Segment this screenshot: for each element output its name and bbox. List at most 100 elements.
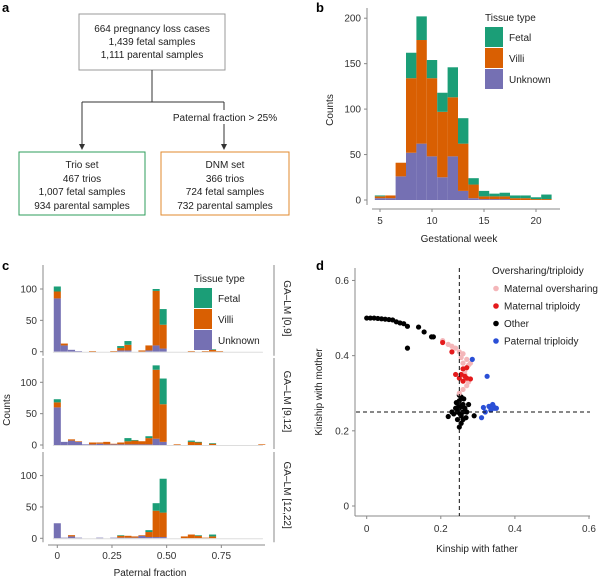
- bar-unknown-week-9: [416, 143, 427, 200]
- bar-villi-facet-2: [209, 443, 217, 445]
- trio-line: 467 trios: [63, 174, 101, 185]
- bar-fetal-facet-1: [53, 286, 61, 292]
- bar-villi-facet-2: [187, 441, 195, 445]
- legend-label: Villi: [509, 54, 524, 65]
- bar-villi-facet-3: [145, 532, 153, 538]
- bar-unknown-facet-1: [159, 348, 167, 352]
- bar-unknown-facet-1: [60, 345, 68, 352]
- point-maternal-oversharing: [453, 345, 459, 351]
- bar-villi-facet-2: [145, 438, 153, 445]
- bar-fetal-week-17: [499, 192, 510, 197]
- y-tick-label: 150: [344, 59, 361, 70]
- bar-fetal-week-11: [437, 92, 448, 112]
- x-tick-label: 0.2: [434, 524, 448, 535]
- y-tick-label: 100: [20, 378, 37, 389]
- bar-villi-facet-1: [88, 351, 97, 352]
- legend-marker-paternal-triploidy: [493, 338, 499, 344]
- legend-title: Oversharing/triploidy: [492, 266, 584, 277]
- bar-unknown-facet-3: [138, 535, 146, 539]
- dnm-title: DNM set: [206, 160, 245, 171]
- dnm-line: 724 fetal samples: [186, 187, 264, 198]
- facet-label: GA–LM [12,22]: [281, 462, 292, 529]
- bar-unknown-facet-3: [53, 523, 61, 539]
- bar-fetal-facet-2: [209, 443, 217, 444]
- y-tick-label: 50: [26, 409, 38, 420]
- y-tick-label: 0: [31, 534, 37, 545]
- bar-unknown-facet-1: [152, 345, 160, 352]
- y-tick-label: 0.2: [335, 426, 349, 437]
- x-tick-label: 0.75: [212, 551, 232, 562]
- bar-fetal-week-8: [406, 52, 417, 79]
- legend-marker-maternal-oversharing: [493, 285, 499, 292]
- point-other: [449, 409, 455, 415]
- x-axis-label: Kinship with father: [436, 544, 518, 555]
- bar-unknown-facet-3: [110, 537, 118, 539]
- bar-fetal-facet-3: [117, 535, 125, 536]
- bar-villi-facet-1: [60, 343, 68, 346]
- point-other: [421, 329, 427, 335]
- legend-marker-other: [493, 320, 499, 327]
- x-tick-label: 15: [478, 216, 490, 227]
- y-tick-label: 0.6: [335, 276, 349, 287]
- point-maternal-triploidy: [449, 349, 455, 355]
- bar-villi-facet-1: [124, 344, 132, 351]
- bar-fetal-facet-1: [117, 346, 125, 348]
- bar-fetal-facet-3: [194, 535, 202, 536]
- legend-label: Unknown: [509, 75, 551, 86]
- trio-box: [18, 151, 146, 216]
- bar-villi-week-19: [520, 198, 531, 200]
- bar-unknown-week-7: [395, 176, 406, 200]
- panel-b-histogram: 0 50 100 150 200 5 10 15 20 Gestational week Count…: [325, 8, 560, 245]
- bar-villi-facet-3: [194, 535, 202, 539]
- point-other: [404, 345, 411, 351]
- point-maternal-oversharing: [464, 356, 470, 362]
- point-other: [463, 415, 469, 421]
- bar-fetal-facet-1: [209, 349, 217, 350]
- bar-villi-week-10: [426, 78, 438, 157]
- bar-unknown-facet-2: [103, 444, 111, 445]
- bar-villi-facet-1: [159, 324, 167, 349]
- bar-villi-week-9: [416, 40, 427, 144]
- point-other: [453, 405, 459, 411]
- bar-fetal-week-21: [541, 194, 552, 200]
- point-other: [465, 401, 472, 408]
- panel-c-faceted-histogram: 0 50 100 GA–LM [0,9] 0 50 100 GA–LM [9,12] 0 50 10…: [2, 265, 292, 578]
- bar-villi-week-8: [406, 78, 417, 153]
- point-other: [459, 403, 465, 409]
- bar-villi-week-21: [541, 199, 552, 200]
- bar-unknown-facet-3: [67, 536, 76, 539]
- bar-fetal-facet-2: [152, 365, 160, 370]
- legend-swatch-villi: [194, 309, 212, 329]
- bar-villi-facet-3: [152, 510, 160, 538]
- trio-title: Trio set: [66, 160, 99, 171]
- bar-villi-week-16: [489, 196, 500, 200]
- bar-villi-week-18: [510, 198, 521, 200]
- bar-unknown-facet-2: [124, 444, 132, 445]
- bar-villi-week-13: [458, 143, 469, 191]
- bar-villi-week-20: [530, 199, 542, 200]
- bar-unknown-facet-1: [124, 350, 132, 352]
- bar-fetal-week-5: [374, 195, 386, 197]
- x-tick-label: 0.50: [157, 551, 177, 562]
- bar-villi-facet-3: [180, 536, 188, 539]
- x-tick-label: 10: [426, 216, 438, 227]
- x-tick-label: 0: [364, 524, 370, 535]
- bar-fetal-week-18: [510, 195, 521, 199]
- bar-villi-facet-1: [110, 351, 118, 352]
- point-other: [415, 324, 422, 330]
- top-box: [78, 13, 226, 71]
- bar-fetal-week-19: [520, 195, 531, 199]
- bar-villi-week-17: [499, 196, 510, 200]
- bar-fetal-week-15: [478, 190, 490, 197]
- bar-villi-facet-1: [216, 351, 224, 352]
- bar-villi-facet-3: [117, 535, 125, 538]
- y-tick-label: 0: [31, 347, 37, 358]
- legend-label: Other: [504, 319, 530, 330]
- bar-villi-facet-2: [159, 404, 167, 442]
- dnm-line: 366 trios: [206, 174, 244, 185]
- panel-label-a: a: [2, 0, 10, 15]
- bar-unknown-week-8: [406, 152, 417, 200]
- bar-unknown-facet-2: [53, 407, 61, 445]
- bar-villi-facet-2: [138, 441, 146, 445]
